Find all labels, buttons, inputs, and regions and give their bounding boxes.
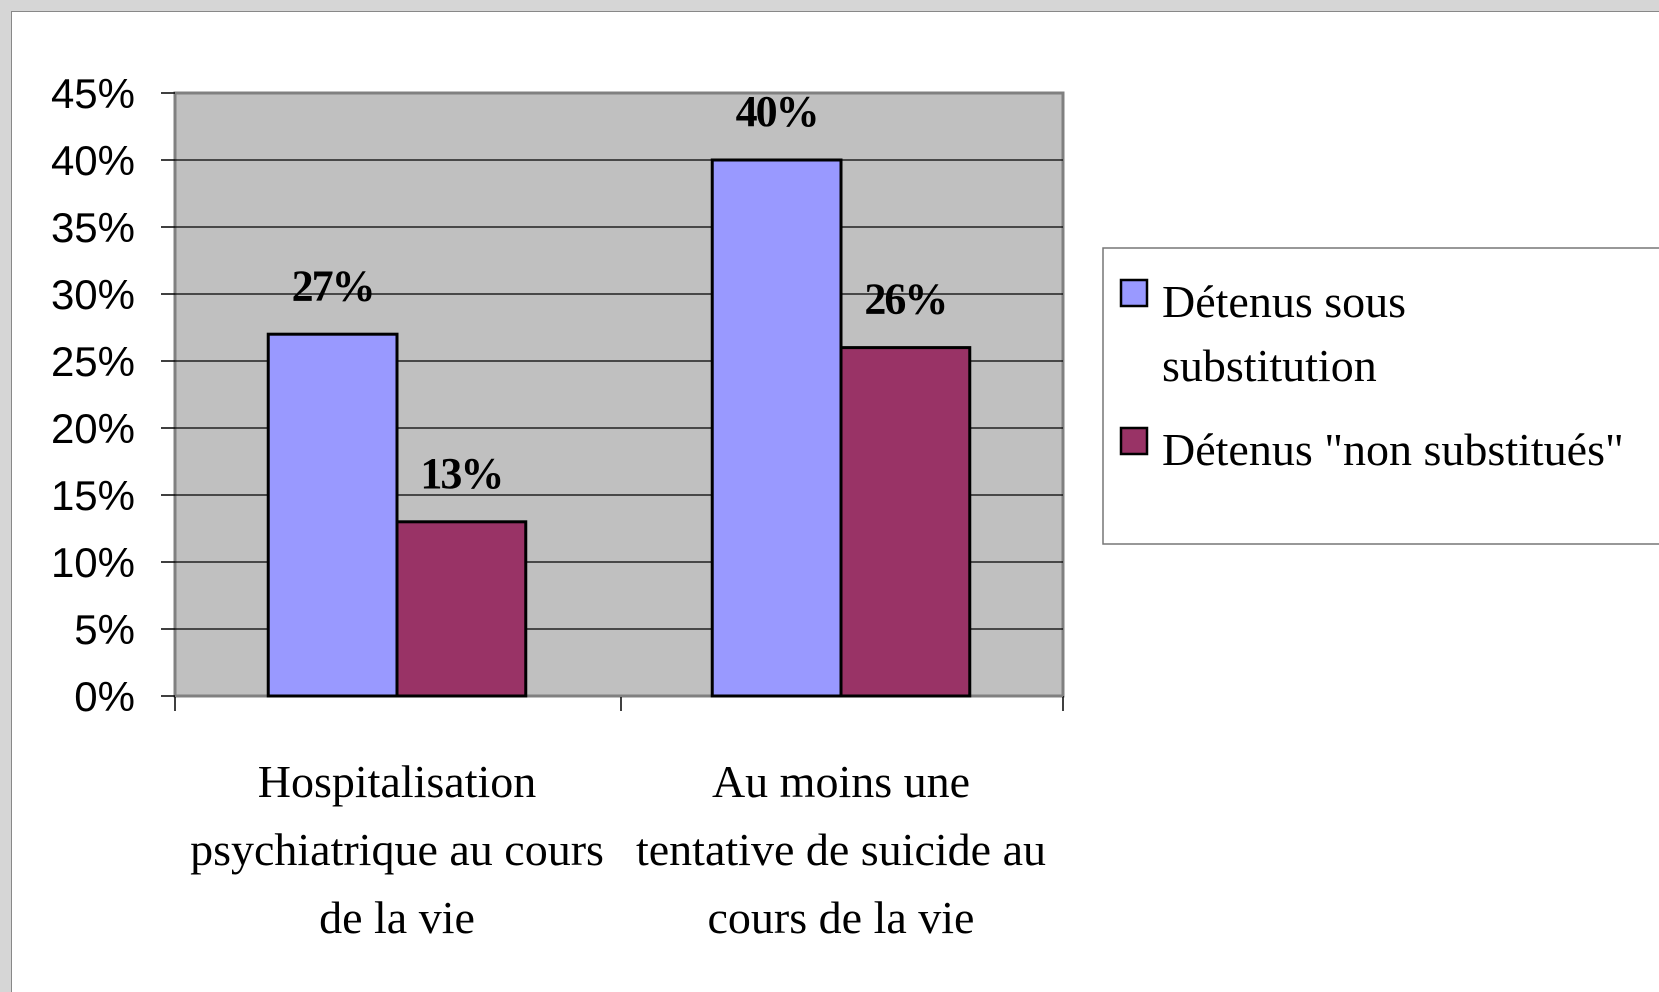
x-tick-label: Hospitalisation psychiatrique au cours d… [190,756,604,943]
bar [395,520,528,698]
y-tick-label: 10% [51,539,135,586]
y-tick-label: 25% [51,338,135,385]
y-tick-label: 45% [51,70,135,117]
x-tick-label: Au moins une tentative de suicide au cou… [635,756,1046,943]
legend-swatch [1119,426,1149,456]
y-tick-label: 35% [51,204,135,251]
y-tick-label: 15% [51,472,135,519]
y-tick-label: 0% [74,673,135,720]
bar [710,158,843,698]
data-label: 27% [292,261,374,310]
y-tick-label: 5% [74,606,135,653]
bar [266,332,399,698]
bar [839,346,972,698]
y-tick-label: 20% [51,405,135,452]
data-label: 40% [736,87,818,136]
legend-swatch [1119,278,1149,308]
legend-label: Détenus sous substitution [1162,276,1407,391]
data-label: 13% [420,449,502,498]
data-label: 26% [864,275,946,324]
y-tick-label: 40% [51,137,135,184]
y-tick-label: 30% [51,271,135,318]
legend-label: Détenus "non substitués" [1162,424,1624,475]
legend-box [1102,247,1659,545]
